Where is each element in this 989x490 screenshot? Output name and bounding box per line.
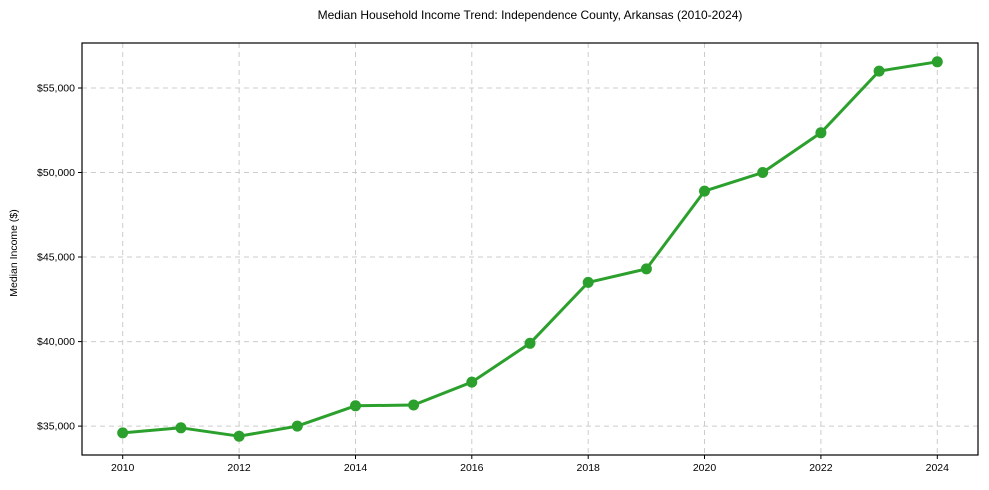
data-point-marker — [117, 427, 129, 439]
x-tick-label: 2022 — [809, 462, 833, 474]
chart-title: Median Household Income Trend: Independe… — [317, 8, 743, 22]
y-tick-label: $45,000 — [37, 252, 75, 264]
y-tick-label: $55,000 — [37, 83, 75, 95]
data-point-marker — [815, 127, 827, 139]
data-point-marker — [873, 65, 885, 77]
data-point-marker — [524, 337, 536, 349]
data-point-marker — [699, 185, 710, 197]
data-point-marker — [466, 376, 478, 388]
x-tick-label: 2018 — [577, 462, 601, 474]
data-point-marker — [582, 276, 594, 288]
data-point-marker — [408, 399, 420, 411]
x-tick-label: 2016 — [460, 462, 484, 474]
y-tick-label: $50,000 — [37, 167, 75, 179]
x-tick-label: 2012 — [227, 462, 251, 474]
plot-border — [81, 42, 979, 456]
data-point-marker — [640, 263, 652, 275]
x-tick-label: 2010 — [111, 462, 135, 474]
trend-line — [121, 60, 939, 438]
y-tick-label: $40,000 — [37, 336, 75, 348]
data-point-marker — [757, 167, 769, 178]
data-point-marker — [175, 422, 187, 434]
data-point-marker — [931, 56, 943, 68]
y-axis-label-text: Median Income ($) — [8, 209, 20, 297]
data-point-marker — [233, 430, 245, 442]
data-point-marker — [350, 400, 361, 412]
y-tick-label: $35,000 — [37, 421, 75, 433]
x-tick-label: 2020 — [693, 462, 717, 474]
data-point-marker — [291, 420, 303, 432]
x-tick-label: 2024 — [926, 462, 950, 474]
x-tick-label: 2014 — [344, 462, 368, 474]
